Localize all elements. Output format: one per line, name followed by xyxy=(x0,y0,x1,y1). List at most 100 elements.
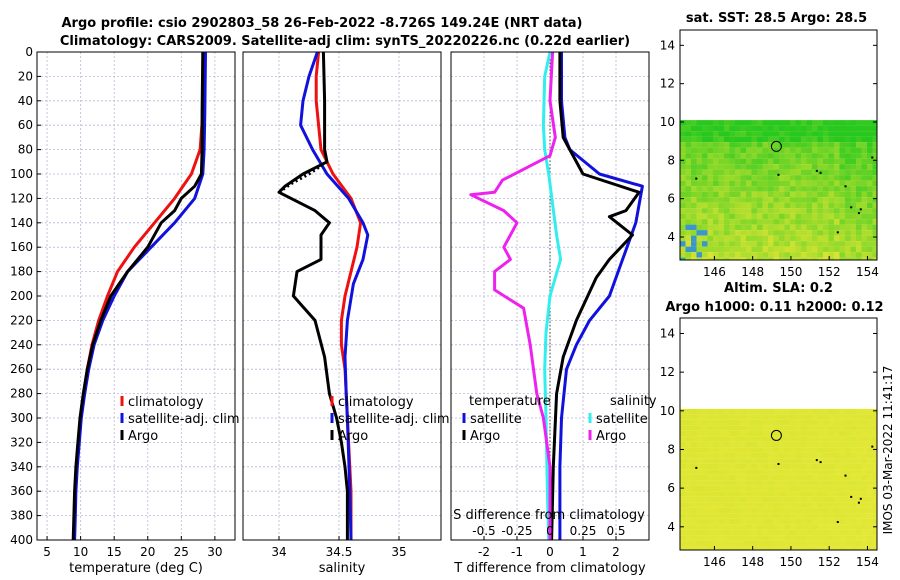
sst_map-heatmap-cell xyxy=(801,230,807,236)
sst_map-heatmap-cell xyxy=(696,219,702,225)
sst_map-heatmap-cell xyxy=(790,169,796,176)
sst_map-heatmap-cell xyxy=(751,147,757,154)
sst_map-heatmap-cell xyxy=(740,120,746,126)
sst_map-heatmap-cell xyxy=(691,164,697,170)
sla_map-heatmap-cell xyxy=(729,491,735,497)
sst_map-heatmap-cell xyxy=(817,153,823,159)
sla_map-heatmap-cell xyxy=(707,535,713,541)
sla_map-heatmap-cell xyxy=(724,540,730,547)
sst_map-heatmap-cell xyxy=(718,191,724,198)
sst_map-heatmap-cell xyxy=(718,164,724,170)
sst_map-heatmap-cell xyxy=(828,191,834,198)
sla_map-heatmap-cell xyxy=(702,540,708,547)
sst_map-heatmap-cell xyxy=(685,202,691,209)
sst_map-heatmap-cell xyxy=(812,257,818,260)
sla_map-xtick-label: 148 xyxy=(741,555,764,569)
sst_map-heatmap-cell xyxy=(691,257,697,260)
sla_map-heatmap-cell xyxy=(828,419,834,426)
sst_map-heatmap-cell xyxy=(795,125,801,132)
sst_map-heatmap-cell xyxy=(867,120,873,126)
sst_map-heatmap-cell xyxy=(740,125,746,132)
sla_map-heatmap-cell xyxy=(685,469,691,475)
sla_map-heatmap-cell xyxy=(856,419,862,426)
sst_map-heatmap-cell xyxy=(801,252,807,258)
sla_map-heatmap-cell xyxy=(872,447,877,453)
sla_map-heatmap-cell xyxy=(718,447,724,453)
sla_map-heatmap-cell xyxy=(735,513,741,519)
sla_map-heatmap-cell xyxy=(872,408,877,415)
difference-s-tick-label: -0.25 xyxy=(501,524,532,538)
sst_map-heatmap-cell xyxy=(823,202,829,209)
sla_map-heatmap-cell xyxy=(751,408,757,415)
sla_map-heatmap-cell xyxy=(691,507,697,514)
sla_map-heatmap-cell xyxy=(762,480,768,486)
sst_map-heatmap-cell xyxy=(746,257,752,260)
sla_map-heatmap-cell xyxy=(680,458,686,464)
sla_map-heatmap-cell xyxy=(817,480,823,486)
sst_map-heatmap-cell xyxy=(696,197,702,203)
sla_map-heatmap-cell xyxy=(850,458,856,464)
sst_map-heatmap-cell xyxy=(713,120,719,126)
sst_map-heatmap-cell xyxy=(696,246,702,253)
sla_map-heatmap-cell xyxy=(757,546,763,550)
sst_map-heatmap-cell xyxy=(740,197,746,203)
sla_map-heatmap-cell xyxy=(872,452,877,459)
difference-series-2 xyxy=(541,51,563,541)
sla_map-heatmap-cell xyxy=(817,496,823,503)
sst_map-heatmap-cell xyxy=(834,241,840,247)
sla_map-heatmap-cell xyxy=(850,496,856,503)
sst_map-heatmap-cell xyxy=(696,164,702,170)
sst_map-heatmap-cell xyxy=(834,213,840,220)
sla_map-heatmap-cell xyxy=(718,529,724,536)
sla_map-heatmap-cell xyxy=(806,474,812,481)
sst_map-heatmap-cell xyxy=(773,142,779,148)
sla_map-heatmap-cell xyxy=(757,535,763,541)
sla_map-heatmap-cell xyxy=(691,430,697,437)
temperature-ytick-label: 360 xyxy=(10,484,33,498)
sla_map-heatmap-cell xyxy=(713,474,719,481)
sst_map-heatmap-cell xyxy=(790,230,796,236)
sst_map-heatmap-cell xyxy=(757,230,763,236)
sst_map-heatmap-cell xyxy=(740,257,746,260)
sst_map-heatmap-cell xyxy=(823,241,829,247)
sst_map-island-6 xyxy=(871,156,874,159)
sla_map-heatmap-cell xyxy=(817,518,823,525)
sla_map-heatmap-cell xyxy=(685,430,691,437)
sla_map-heatmap-cell xyxy=(762,414,768,420)
sla_map-heatmap-cell xyxy=(861,502,867,508)
temperature-series-2 xyxy=(71,51,205,541)
sla_map-heatmap-cell xyxy=(806,419,812,426)
sst_map-heatmap-cell xyxy=(872,252,877,258)
sla_map-heatmap-cell xyxy=(735,524,741,530)
sst_map-heatmap-cell xyxy=(828,186,834,192)
sla_map-heatmap-cell xyxy=(779,513,785,519)
sst_map-heatmap-cell xyxy=(762,131,768,137)
sst_map-heatmap-cell xyxy=(867,153,873,159)
difference-frame xyxy=(450,51,650,541)
sla_map-heatmap-cell xyxy=(702,524,708,530)
sst_map-heatmap-cell xyxy=(746,197,752,203)
sst_map-heatmap-cell xyxy=(773,213,779,220)
sst_map-heatmap-cell xyxy=(790,180,796,187)
sst_map-heatmap-cell xyxy=(757,208,763,214)
sst_map-heatmap-cell xyxy=(696,125,702,132)
sla_map-heatmap-cell xyxy=(806,513,812,519)
sst_map-heatmap-cell xyxy=(680,257,686,260)
sla_map-heatmap-cell xyxy=(823,463,829,470)
sla_map-heatmap-cell xyxy=(773,540,779,547)
sla_map-heatmap-cell xyxy=(696,436,702,442)
sla_map-heatmap-cell xyxy=(823,469,829,475)
sla_map-heatmap-cell xyxy=(867,474,873,481)
sst_map-heatmap-cell xyxy=(746,202,752,209)
sst_map-heatmap-cell xyxy=(751,191,757,198)
sst_map-heatmap-cell xyxy=(696,142,702,148)
sla_map-heatmap-cell xyxy=(795,480,801,486)
temperature-ytick-label: 300 xyxy=(10,411,33,425)
sla_map-heatmap-cell xyxy=(735,496,741,503)
sla_map-heatmap-cell xyxy=(823,518,829,525)
sst_map-heatmap-cell xyxy=(784,224,790,231)
difference-legend-title-salinity: salinity xyxy=(610,394,657,409)
sla_map-heatmap-cell xyxy=(839,469,845,475)
sla_map-heatmap-cell xyxy=(713,485,719,492)
sla_map-heatmap-cell xyxy=(768,502,774,508)
